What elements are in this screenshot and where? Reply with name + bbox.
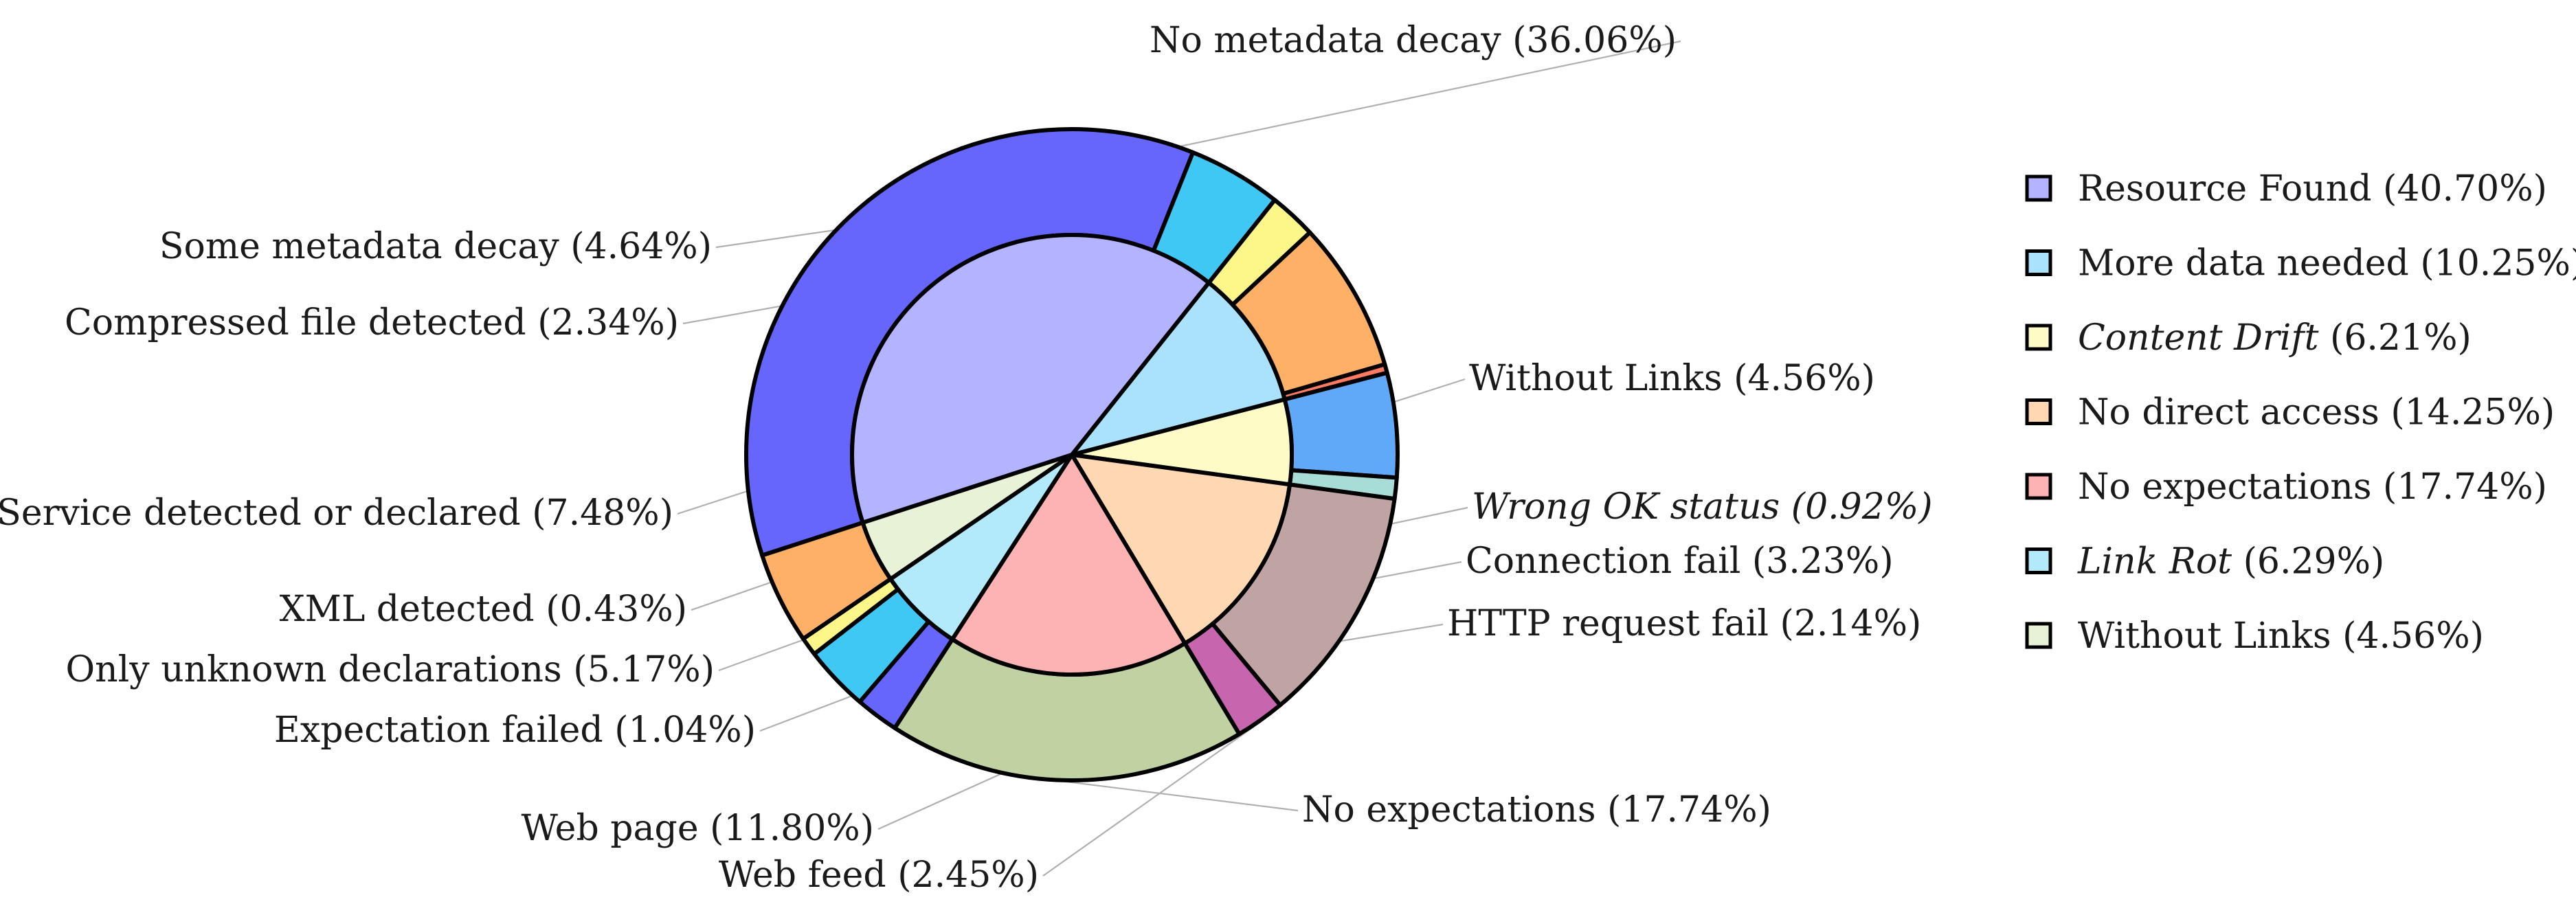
- legend-entry-name: Link Rot: [2077, 541, 2232, 583]
- outer-slice-label: Web page (11.80%): [521, 808, 874, 849]
- inner-slice-resource-found: [850, 233, 1211, 525]
- legend-entry-value: (6.21%): [2319, 317, 2472, 359]
- legend-entry-name: No direct access: [2078, 392, 2379, 433]
- outer-slice-label: HTTP request fail (2.14%): [1447, 603, 1921, 644]
- outer-slice-label: Web feed (2.45%): [719, 855, 1039, 896]
- legend-entry: No expectations (17.74%): [2078, 466, 2547, 508]
- legend-entry-value: (6.29%): [2232, 541, 2384, 583]
- legend-entry: Link Rot (6.29%): [2077, 541, 2384, 583]
- outer-slice-label: No metadata decay (36.06%): [1150, 20, 1677, 61]
- outer-slice-label: No expectations (17.74%): [1302, 789, 1771, 831]
- legend-entry-name: Resource Found: [2078, 168, 2372, 210]
- leader-line: [1042, 721, 1262, 877]
- legend-entry: Without Links (4.56%): [2078, 615, 2484, 657]
- outer-slice-label: Service detected or declared (7.48%): [0, 493, 673, 534]
- leader-line: [1066, 780, 1299, 812]
- legend-entry-value: (14.25%): [2379, 392, 2555, 433]
- legend-entry-value: (40.70%): [2372, 168, 2547, 210]
- legend-swatch: [2025, 473, 2052, 500]
- legend-swatch: [2025, 249, 2052, 276]
- outer-slice-label: Some metadata decay (4.64%): [159, 226, 712, 267]
- outer-labels: No metadata decay (36.06%) Some metadata …: [0, 20, 1933, 896]
- legend-entry: Content Drift (6.21%): [2078, 317, 2472, 359]
- outer-slice-label: Without Links (4.56%): [1469, 358, 1875, 399]
- legend-entry-value: (4.56%): [2331, 615, 2484, 657]
- legend-entry-name: No expectations: [2078, 466, 2372, 508]
- inner-slice-no-expectations: [950, 453, 1187, 677]
- outer-slice-label: Connection fail (3.23%): [1466, 541, 1894, 582]
- legend-entry-value: (10.25%): [2409, 243, 2576, 284]
- outer-slice-label: Wrong OK status (0.92%): [1472, 486, 1933, 528]
- legend-swatch: [2025, 174, 2052, 202]
- legend-entry: Resource Found (40.70%): [2078, 168, 2547, 210]
- legend-entry-name: More data needed: [2078, 243, 2409, 284]
- legend-entry-value: (17.74%): [2372, 466, 2547, 508]
- inner-ring: [850, 233, 1294, 677]
- legend-swatch: [2025, 398, 2052, 425]
- legend-entry: No direct access (14.25%): [2078, 392, 2555, 433]
- legend-swatch: [2025, 622, 2052, 649]
- outer-slice-label: Compressed file detected (2.34%): [65, 302, 679, 343]
- legend: Resource Found (40.70%) More data needed …: [2025, 168, 2576, 657]
- legend-entry-name: Content Drift: [2078, 317, 2319, 359]
- inner-slice-without-links: [860, 453, 1074, 581]
- inner-slice-no-direct-access: [1070, 453, 1292, 646]
- legend-entry: More data needed (10.25%): [2078, 243, 2576, 284]
- outer-slice-label: Only unknown declarations (5.17%): [66, 649, 715, 690]
- outer-ring: [744, 127, 1400, 782]
- outer-slice-label: XML detected (0.43%): [280, 589, 687, 630]
- legend-swatch: [2025, 324, 2052, 351]
- legend-entry-name: Without Links: [2078, 615, 2331, 657]
- legend-swatch: [2025, 547, 2052, 574]
- outer-slice-label: Expectation failed (1.04%): [274, 710, 756, 751]
